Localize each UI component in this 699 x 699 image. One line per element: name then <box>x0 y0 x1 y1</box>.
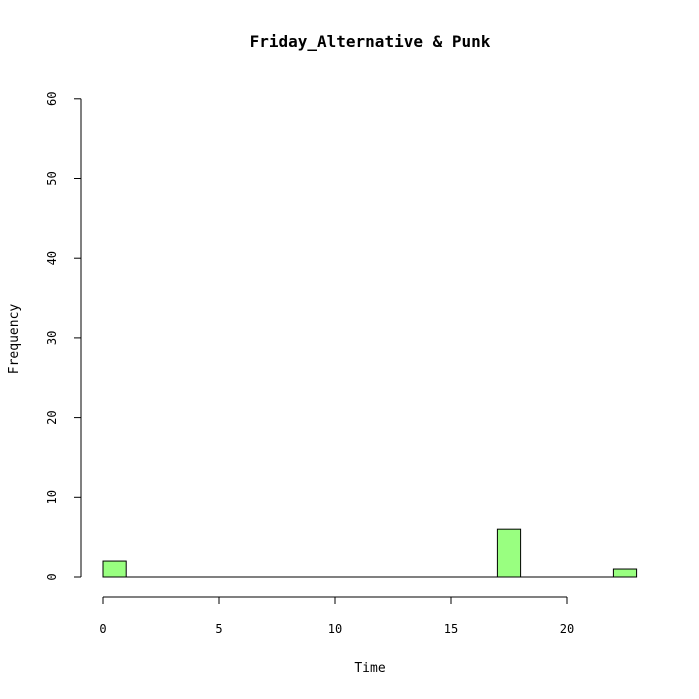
histogram-bar <box>612 568 638 578</box>
y-tick-label: 60 <box>45 92 59 106</box>
y-tick-label: 30 <box>45 331 59 345</box>
histogram-bar <box>496 528 522 578</box>
y-tick-label: 50 <box>45 171 59 185</box>
y-axis-label: Frequency <box>7 304 22 375</box>
x-tick-label: 15 <box>444 622 458 636</box>
y-tick-label: 20 <box>45 410 59 424</box>
x-axis: 0 5 10 15 20 <box>99 596 574 636</box>
x-tick-label: 0 <box>99 622 106 636</box>
x-tick-label: 20 <box>560 622 574 636</box>
y-axis: 0 10 20 30 40 50 60 <box>45 92 82 581</box>
x-tick-label: 10 <box>328 622 342 636</box>
y-tick-label: 10 <box>45 490 59 504</box>
x-tick-label: 5 <box>215 622 222 636</box>
y-tick-label: 0 <box>45 573 59 580</box>
histogram-bar <box>102 560 127 578</box>
y-tick-label: 40 <box>45 251 59 265</box>
bars-group <box>102 528 638 578</box>
chart-title: Friday_Alternative & Punk <box>250 32 491 51</box>
x-axis-label: Time <box>354 661 385 676</box>
